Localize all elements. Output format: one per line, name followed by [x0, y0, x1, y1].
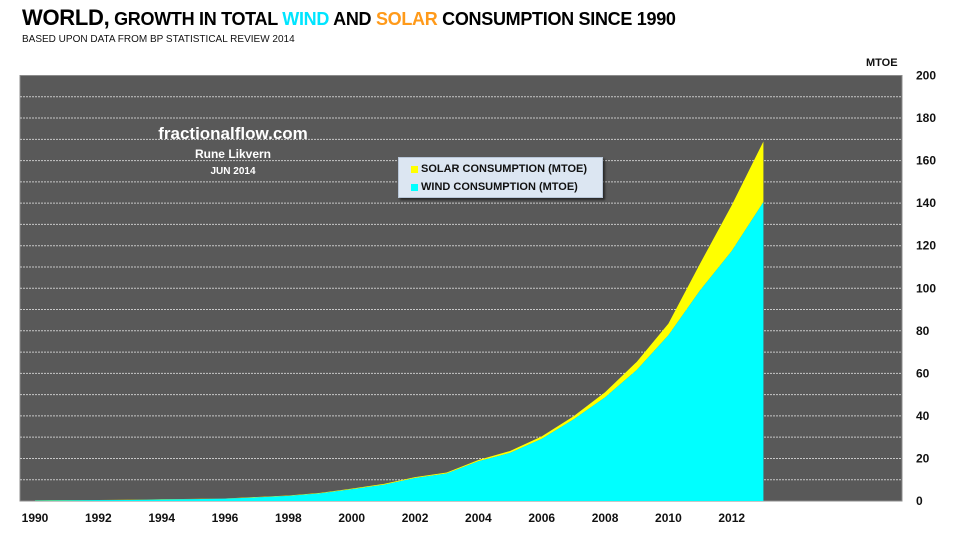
legend-label-wind: WIND CONSUMPTION (MTOE) [421, 181, 578, 193]
title-growth: GROWTH IN TOTAL [109, 9, 283, 29]
annotation-site: fractionalflow.com [158, 124, 308, 143]
title-consumption: CONSUMPTION SINCE 1990 [437, 9, 676, 29]
y-tick-label: 200 [916, 69, 936, 83]
y-tick-label: 180 [916, 111, 936, 125]
title-wind: WIND [282, 9, 330, 29]
y-tick-label: 140 [916, 196, 936, 210]
x-tick-label: 2006 [528, 511, 555, 525]
legend-item-solar: SOLAR CONSUMPTION (MTOE) [411, 163, 587, 175]
y-tick-label: 120 [916, 239, 936, 253]
x-tick-label: 2000 [338, 511, 365, 525]
x-tick-label: 2004 [465, 511, 492, 525]
y-tick-label: 40 [916, 409, 930, 423]
legend-label-solar: SOLAR CONSUMPTION (MTOE) [421, 163, 588, 175]
x-tick-label: 1998 [275, 511, 302, 525]
x-tick-label: 2008 [592, 511, 619, 525]
annotation-date: JUN 2014 [210, 166, 255, 177]
area-series [35, 141, 764, 501]
y-tick-label: 100 [916, 281, 936, 295]
x-tick-label: 1994 [148, 511, 175, 525]
y-axis-ticks: 0 20 40 60 80 100 120 140 160 180 200 [916, 69, 936, 509]
legend-swatch-solar [411, 165, 418, 173]
annotation-author: Rune Likvern [195, 147, 271, 161]
title-and: AND [329, 9, 376, 29]
y-tick-label: 0 [916, 494, 923, 508]
y-axis-unit-label: MTOE [866, 57, 898, 69]
x-tick-label: 1990 [22, 511, 49, 525]
title-solar: SOLAR [375, 9, 438, 29]
wind-area [35, 202, 764, 501]
x-tick-label: 1996 [212, 511, 239, 525]
x-tick-label: 2002 [402, 511, 429, 525]
legend-item-wind: WIND CONSUMPTION (MTOE) [411, 181, 578, 193]
y-tick-label: 80 [916, 324, 930, 338]
x-tick-label: 2012 [718, 511, 745, 525]
title-world: WORLD, [22, 5, 110, 30]
legend: SOLAR CONSUMPTION (MTOE) WIND CONSUMPTIO… [398, 157, 603, 198]
y-tick-label: 20 [916, 451, 930, 465]
y-tick-label: 60 [916, 366, 930, 380]
x-axis-ticks: 1990 1992 1994 1996 1998 2000 2002 2004 2006 2008… [22, 511, 746, 525]
x-tick-label: 1992 [85, 511, 112, 525]
chart-title: WORLD, GROWTH IN TOTAL WIND AND SOLAR CO… [22, 5, 676, 31]
chart-subtitle: BASED UPON DATA FROM BP STATISTICAL REVI… [22, 34, 295, 45]
y-tick-label: 160 [916, 154, 936, 168]
solar-area [35, 141, 764, 501]
legend-swatch-wind [411, 183, 418, 191]
x-tick-label: 2010 [655, 511, 682, 525]
